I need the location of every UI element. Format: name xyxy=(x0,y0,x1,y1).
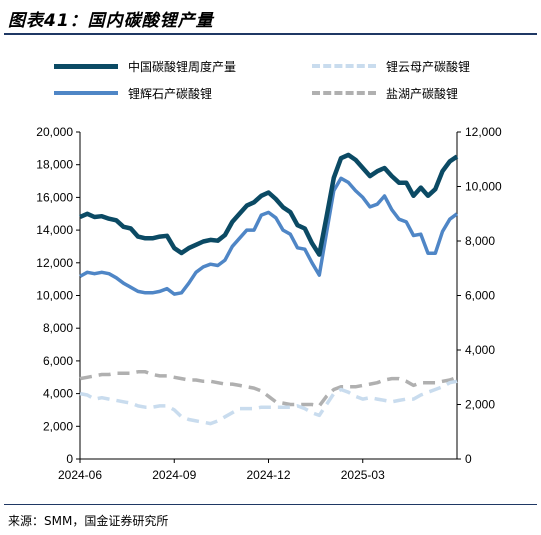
x-tick-label: 2025-03 xyxy=(341,468,385,482)
legend-item-ore: 锂辉石产碳酸锂 xyxy=(54,84,212,102)
y-left-tick-label: 4,000 xyxy=(43,387,73,401)
y-left-tick-label: 14,000 xyxy=(36,223,73,237)
y-right-tick-label: 4,000 xyxy=(465,343,495,357)
y-left-tick-label: 6,000 xyxy=(43,354,73,368)
y-right-tick-label: 6,000 xyxy=(465,289,495,303)
y-left-tick-label: 0 xyxy=(66,452,73,466)
y-right-tick-label: 2,000 xyxy=(465,398,495,412)
title-underline xyxy=(4,33,537,35)
series-line-salt xyxy=(79,370,458,408)
legend-swatch-salt xyxy=(312,91,376,95)
legend-label-mica: 锂云母产碳酸锂 xyxy=(386,59,471,74)
y-left-tick-label: 2,000 xyxy=(43,419,73,433)
source-note: 来源：SMM，国金证券研究所 xyxy=(8,514,169,528)
y-left-tick-label: 12,000 xyxy=(36,256,73,270)
y-left-tick-label: 20,000 xyxy=(36,125,73,139)
y-right-tick-label: 8,000 xyxy=(465,234,495,248)
legend-swatch-total xyxy=(54,63,118,69)
y-left-tick-label: 18,000 xyxy=(36,158,73,172)
legend-label-salt: 盐湖产碳酸锂 xyxy=(386,86,459,101)
x-tick-label: 2024-06 xyxy=(58,468,102,482)
y-right-tick-label: 12,000 xyxy=(465,125,502,139)
chart-title: 图表41：国内碳酸锂产量 xyxy=(8,11,214,31)
y-right-tick-label: 10,000 xyxy=(465,180,502,194)
legend-swatch-ore xyxy=(54,91,118,95)
y-right-tick-label: 0 xyxy=(465,452,472,466)
legend-label-total: 中国碳酸锂周度产量 xyxy=(128,59,237,74)
legend-item-total: 中国碳酸锂周度产量 xyxy=(54,57,236,75)
y-left-tick-label: 8,000 xyxy=(43,321,73,335)
series-line-total xyxy=(79,152,459,257)
y-left-tick-label: 10,000 xyxy=(36,289,73,303)
legend-item-mica: 锂云母产碳酸锂 xyxy=(312,57,470,75)
x-tick-label: 2024-12 xyxy=(246,468,290,482)
y-left-tick-label: 16,000 xyxy=(36,190,73,204)
series-line-ore xyxy=(79,176,459,296)
series-line-mica xyxy=(79,379,458,426)
legend-label-ore: 锂辉石产碳酸锂 xyxy=(128,86,213,101)
legend-swatch-mica xyxy=(312,64,376,68)
x-tick-label: 2024-09 xyxy=(152,468,196,482)
legend-item-salt: 盐湖产碳酸锂 xyxy=(312,84,458,102)
footer-rule xyxy=(4,504,537,505)
